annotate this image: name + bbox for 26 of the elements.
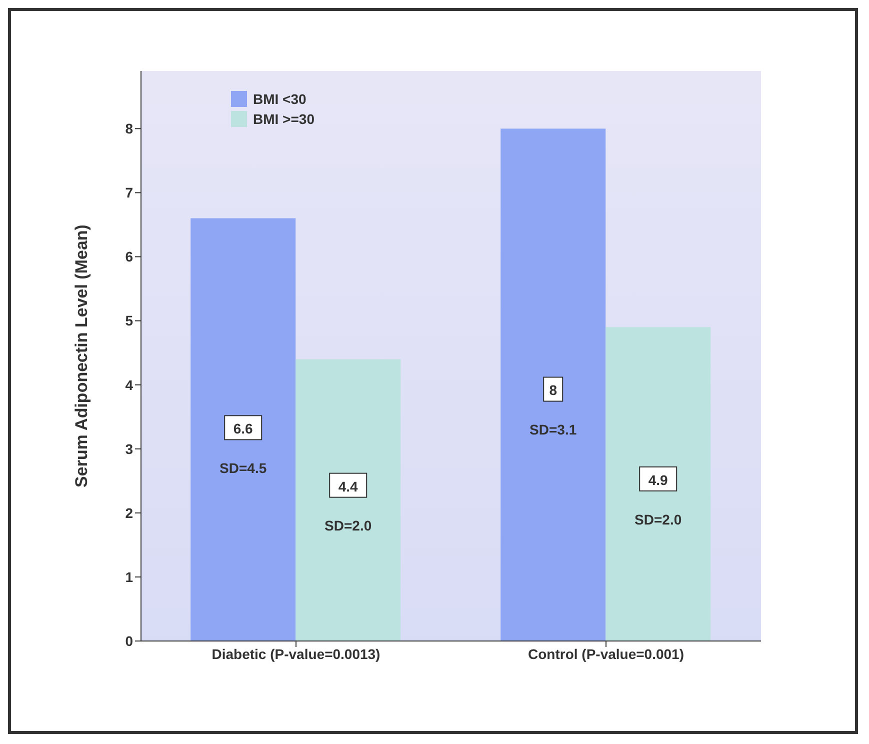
y-tick-label: 8 [125,120,134,137]
y-tick-label: 3 [125,440,134,457]
y-tick-label: 5 [125,312,134,329]
bar [606,327,711,641]
y-tick-label: 4 [125,376,134,393]
annotation: SD=4.5 [220,460,267,476]
annotation: SD=3.1 [530,422,577,438]
x-tick-label: Control (P-value=0.001) [528,646,684,662]
annotation: SD=2.0 [634,511,682,528]
data-label: 4.4 [338,478,358,494]
bar [296,359,401,641]
data-label: 8 [549,382,558,398]
y-tick-label: 6 [125,248,134,265]
annotation: SD=2.0 [324,518,372,534]
legend-label: BMI >=30 [253,111,314,127]
y-tick-label: 7 [125,184,134,201]
y-axis-title: Serum Adiponectin Level (Mean) [72,224,92,488]
y-tick-label: 1 [125,568,134,585]
y-tick-label: 2 [125,504,134,521]
data-label: 6.6 [233,420,254,437]
data-label: 4.9 [648,472,668,488]
bar [500,128,606,641]
bar [190,218,296,641]
legend-label: BMI <30 [253,91,306,107]
y-tick-label: 0 [125,632,134,649]
x-tick-label: Diabetic (P-value=0.0013) [212,646,380,662]
